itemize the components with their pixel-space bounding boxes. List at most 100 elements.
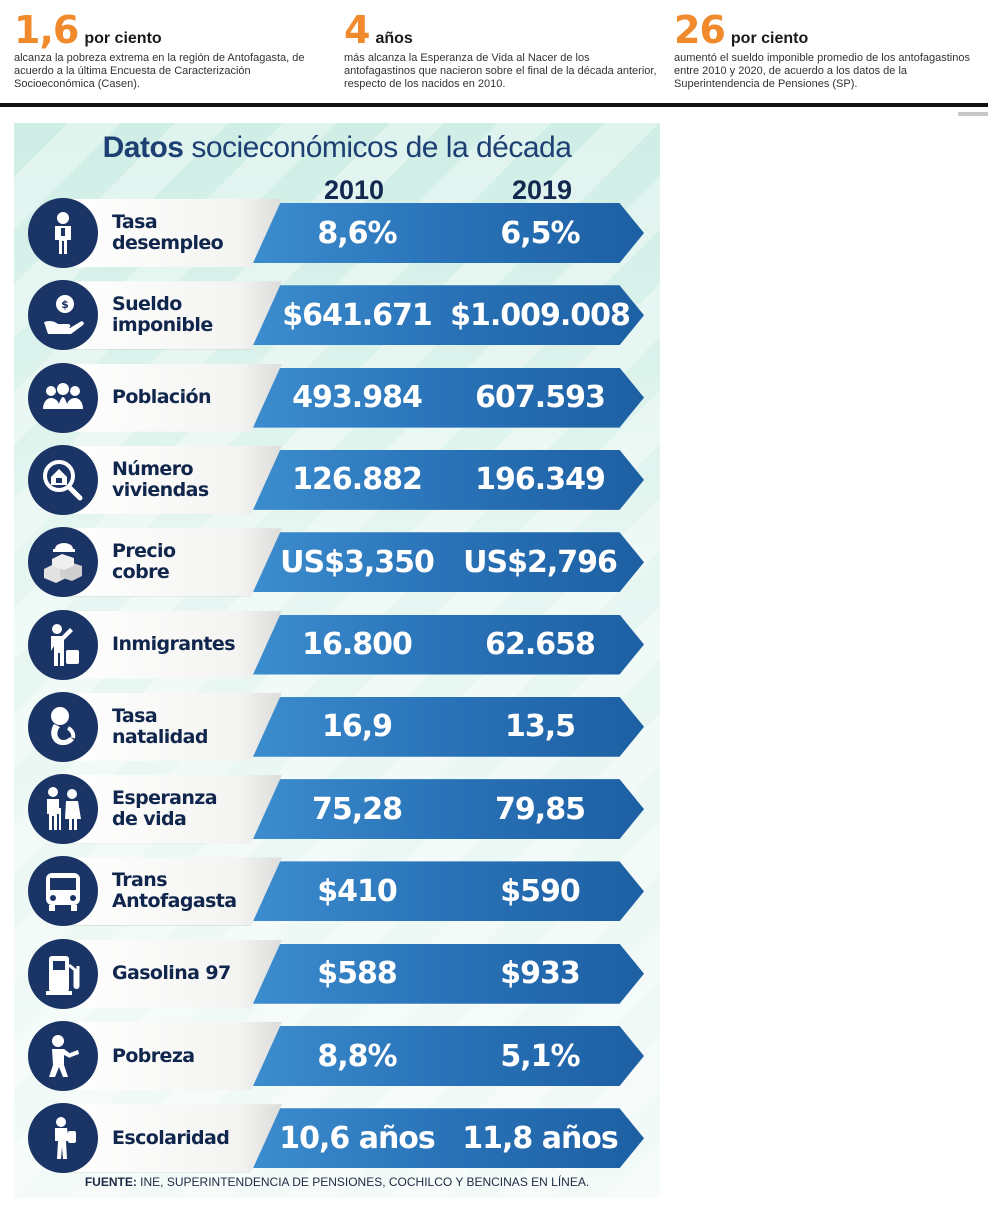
stat-esperanza-vida: 4 años más alcanza la Esperanza de Vida …	[344, 10, 664, 91]
label-plate	[62, 692, 282, 761]
label-plate	[62, 775, 282, 844]
label-plate	[62, 1022, 282, 1090]
value-2010: 75,28	[312, 791, 403, 827]
value-arrow	[236, 696, 644, 757]
begging-person-icon	[28, 1021, 98, 1091]
table-row: Inmigrantes 16.800 62.658	[14, 606, 660, 684]
table-row: Gasolina 97 $588 $933	[14, 935, 660, 1013]
fuel-pump-icon	[28, 938, 98, 1009]
value-2010: US$3,350	[280, 544, 435, 580]
stat-description: más alcanza la Esperanza de Vida al Nace…	[344, 52, 657, 90]
stat-description: alcanza la pobreza extrema en la región …	[14, 52, 305, 90]
svg-text:$: $	[61, 298, 69, 311]
stats-strip: 1,6 por ciento alcanza la pobreza extrem…	[14, 10, 988, 106]
value-2010: $641.671	[282, 297, 433, 333]
label-plate	[62, 857, 282, 926]
source-label: FUENTE:	[84, 1175, 137, 1189]
stat-unit: por ciento	[730, 30, 809, 47]
row-label: Inmigrantes	[112, 633, 236, 655]
row-label: Esperanza de vida	[112, 787, 218, 831]
year-2010-header: 2010	[324, 175, 385, 205]
label-plate	[62, 281, 282, 350]
value-arrow	[236, 861, 644, 922]
money-hand-icon: $	[28, 280, 98, 351]
value-2010: 126.882	[292, 462, 423, 498]
table-row: Trans Antofagasta $410 $590	[14, 852, 660, 930]
value-2019: 6,5%	[500, 215, 580, 251]
title-bold: Datos	[102, 131, 184, 164]
row-label: Tasa desempleo	[112, 211, 224, 254]
row-label: Gasolina 97	[112, 962, 231, 985]
stat-number: 4	[344, 8, 370, 52]
value-arrow	[236, 367, 644, 428]
value-2010: 16,9	[321, 709, 393, 745]
value-2019: $1.009.008	[450, 297, 631, 333]
fetus-icon	[28, 691, 98, 762]
table-row: Escolaridad 10,6 años 11,8 años	[14, 1099, 660, 1177]
value-2019: 196.349	[475, 462, 606, 498]
value-2019: $933	[500, 956, 581, 992]
year-2019-header: 2019	[512, 175, 573, 205]
value-2010: $410	[317, 873, 398, 909]
table-row: Pobreza 8,8% 5,1%	[14, 1017, 660, 1095]
label-plate	[62, 363, 282, 432]
value-arrow	[236, 449, 644, 510]
table-row: Tasa natalidad 16,9 13,5	[14, 688, 660, 766]
row-label: Trans Antofagasta	[112, 869, 237, 913]
value-arrow	[236, 1108, 644, 1169]
table-row: $ Sueldo imponible $641.671 $1.009.008	[14, 276, 660, 354]
label-plate	[62, 939, 282, 1008]
table-row: Tasa desempleo 8,6% 6,5%	[14, 194, 660, 272]
infographic-title: Datos socieconómicos de la década	[14, 131, 660, 165]
bus-icon	[28, 856, 98, 927]
traveler-icon	[28, 609, 98, 680]
label-plate	[62, 199, 282, 267]
stat-pobreza-extrema: 1,6 por ciento alcanza la pobreza extrem…	[14, 10, 324, 91]
row-label: Precio cobre	[112, 540, 176, 584]
value-2010: 8,8%	[317, 1038, 397, 1074]
credit-mark	[958, 112, 988, 116]
row-label: Sueldo imponible	[112, 293, 213, 337]
label-plate	[62, 610, 282, 679]
stat-description: aumentó el sueldo imponible promedio de …	[674, 52, 970, 90]
row-label: Pobreza	[112, 1044, 195, 1067]
value-2010: 8,6%	[317, 215, 397, 251]
stat-number: 1,6	[14, 8, 79, 52]
value-arrow	[236, 1026, 644, 1086]
value-arrow	[236, 532, 644, 593]
value-2019: US$2,796	[463, 544, 618, 580]
value-arrow	[236, 614, 644, 675]
row-label: Población	[112, 386, 211, 409]
value-2019: 607.593	[475, 380, 606, 416]
table-row: Número viviendas 126.882 196.349	[14, 441, 660, 519]
table-row: Población 493.984 607.593	[14, 359, 660, 437]
value-2019: 62.658	[485, 627, 596, 662]
value-arrow	[236, 943, 644, 1004]
stat-number: 26	[674, 8, 726, 52]
stat-unit: años	[375, 30, 413, 47]
value-2019: 79,85	[495, 791, 586, 827]
source-note: FUENTE: INE, SUPERINTENDENCIA DE PENSION…	[14, 1175, 660, 1189]
table-row: Precio cobre US$3,350 US$2,796	[14, 523, 660, 601]
infographic-panel: Datos socieconómicos de la década 2010 2…	[14, 123, 660, 1198]
value-2019: $590	[500, 873, 581, 909]
title-rest: socieconómicos de la década	[191, 131, 572, 164]
people-icon	[28, 362, 98, 433]
elderly-couple-icon	[28, 774, 98, 845]
stat-unit: por ciento	[84, 30, 162, 47]
label-plate	[62, 528, 282, 597]
value-arrow	[236, 285, 644, 346]
value-2010: 10,6 años	[279, 1120, 436, 1156]
source-text: INE, SUPERINTENDENCIA DE PENSIONES, COCH…	[140, 1175, 590, 1189]
value-2010: 16.800	[302, 627, 413, 662]
divider-rule	[0, 103, 988, 107]
worker-icon	[28, 198, 98, 268]
value-2019: 13,5	[504, 709, 576, 745]
house-search-icon	[28, 444, 98, 515]
label-plate	[62, 1104, 282, 1173]
value-2019: 11,8 años	[462, 1120, 619, 1156]
value-arrow	[236, 779, 644, 840]
value-arrow	[236, 203, 644, 263]
value-2010: $588	[317, 956, 398, 992]
student-icon	[28, 1103, 98, 1174]
